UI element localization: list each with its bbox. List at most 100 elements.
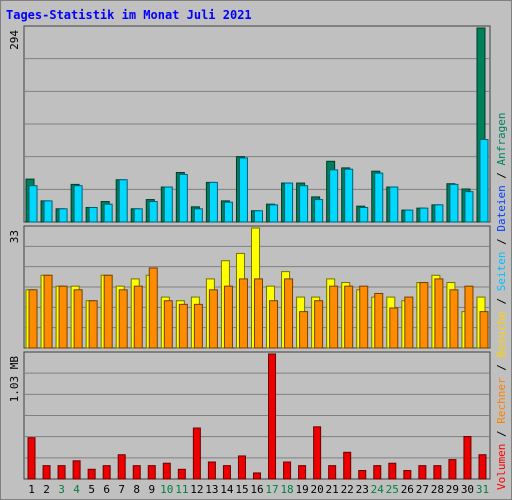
- bar-volumen-13: [207, 461, 216, 480]
- bar-rechner-26: [404, 296, 414, 349]
- day-label-29: 29: [446, 483, 459, 496]
- day-label-19: 19: [295, 483, 308, 496]
- bar-rechner-23: [359, 285, 369, 349]
- bar-rechner-31: [479, 311, 489, 349]
- day-label-6: 6: [103, 483, 110, 496]
- bar-rechner-22: [344, 285, 354, 349]
- day-label-18: 18: [280, 483, 293, 496]
- bar-volumen-1: [27, 437, 36, 480]
- bar-volumen-18: [283, 461, 292, 480]
- bar-volumen-29: [448, 459, 457, 480]
- bar-seiten-29: [449, 183, 459, 223]
- bar-seiten-26: [404, 209, 414, 223]
- bar-rechner-6: [103, 274, 113, 349]
- bar-seiten-30: [464, 191, 474, 223]
- day-label-26: 26: [401, 483, 414, 496]
- bar-volumen-17: [268, 353, 277, 480]
- day-label-25: 25: [386, 483, 399, 496]
- bar-rechner-15: [238, 278, 248, 349]
- bar-volumen-7: [117, 454, 126, 480]
- bar-rechner-9: [148, 267, 158, 349]
- bar-volumen-24: [373, 465, 382, 480]
- bar-seiten-12: [193, 208, 203, 223]
- bar-rechner-21: [329, 285, 339, 349]
- day-label-23: 23: [356, 483, 369, 496]
- bar-rechner-14: [223, 285, 233, 349]
- day-label-8: 8: [133, 483, 140, 496]
- bar-rechner-10: [163, 300, 173, 349]
- bar-rechner-16: [254, 278, 263, 349]
- bar-seiten-24: [374, 172, 384, 223]
- bar-rechner-30: [464, 285, 474, 349]
- bar-rechner-28: [434, 278, 444, 349]
- bar-rechner-4: [73, 289, 83, 349]
- bar-seiten-19: [299, 185, 309, 223]
- bar-volumen-21: [328, 465, 337, 480]
- bar-rechner-1: [28, 289, 38, 349]
- bar-seiten-3: [58, 208, 68, 223]
- ytick-label-bottom: 1.03 MB: [8, 356, 21, 403]
- day-label-7: 7: [118, 483, 125, 496]
- bar-seiten-15: [238, 157, 248, 223]
- day-label-21: 21: [326, 483, 339, 496]
- bar-volumen-19: [298, 465, 307, 480]
- bar-seiten-16: [254, 210, 263, 223]
- bar-rechner-8: [133, 285, 143, 349]
- day-label-9: 9: [148, 483, 155, 496]
- bar-rechner-12: [193, 303, 203, 349]
- bar-seiten-20: [314, 199, 324, 223]
- bar-seiten-27: [419, 207, 429, 223]
- bar-rechner-3: [58, 285, 68, 349]
- bar-volumen-14: [222, 465, 231, 480]
- bar-volumen-2: [42, 465, 51, 480]
- bar-volumen-25: [388, 462, 397, 480]
- bar-rechner-5: [88, 300, 98, 349]
- bar-volumen-10: [162, 462, 171, 480]
- bar-rechner-18: [284, 278, 294, 349]
- day-label-31: 31: [476, 483, 489, 496]
- day-label-4: 4: [73, 483, 80, 496]
- bar-volumen-15: [237, 455, 246, 480]
- bar-rechner-11: [178, 303, 188, 349]
- ytick-label-middle: 33: [8, 230, 21, 243]
- bar-volumen-3: [57, 465, 66, 480]
- day-label-16: 16: [250, 483, 263, 496]
- bar-volumen-16: [253, 472, 261, 480]
- bar-seiten-11: [178, 173, 188, 223]
- day-label-1: 1: [28, 483, 35, 496]
- bar-rechner-13: [208, 289, 218, 349]
- day-label-3: 3: [58, 483, 65, 496]
- bar-volumen-6: [102, 465, 111, 480]
- bar-seiten-22: [344, 168, 354, 223]
- bar-volumen-8: [132, 465, 141, 480]
- bar-rechner-27: [419, 282, 429, 349]
- legend-item-seiten: Seiten: [495, 252, 508, 292]
- day-label-12: 12: [190, 483, 203, 496]
- bar-volumen-5: [87, 468, 96, 480]
- bar-rechner-17: [269, 300, 279, 349]
- bar-seiten-17: [269, 204, 279, 223]
- bar-seiten-23: [359, 206, 369, 223]
- bar-seiten-9: [148, 201, 158, 223]
- day-label-2: 2: [43, 483, 50, 496]
- bar-volumen-28: [433, 465, 442, 480]
- legend-separator: /: [495, 291, 508, 311]
- bar-volumen-12: [192, 427, 201, 480]
- bar-seiten-7: [118, 179, 128, 223]
- bar-volumen-9: [147, 465, 156, 480]
- bar-rechner-29: [449, 289, 459, 349]
- bar-seiten-2: [43, 200, 53, 223]
- day-label-11: 11: [175, 483, 188, 496]
- bar-seiten-10: [163, 186, 173, 223]
- bar-volumen-4: [72, 460, 81, 480]
- legend-item-rechner: Rechner: [495, 377, 508, 424]
- bar-seiten-25: [389, 186, 399, 223]
- bar-seiten-6: [103, 203, 113, 223]
- legend-separator: /: [495, 424, 508, 444]
- day-label-24: 24: [371, 483, 385, 496]
- ytick-label-top: 294: [8, 30, 21, 50]
- bar-seiten-31: [479, 139, 489, 223]
- bar-volumen-23: [358, 470, 367, 480]
- day-label-27: 27: [416, 483, 429, 496]
